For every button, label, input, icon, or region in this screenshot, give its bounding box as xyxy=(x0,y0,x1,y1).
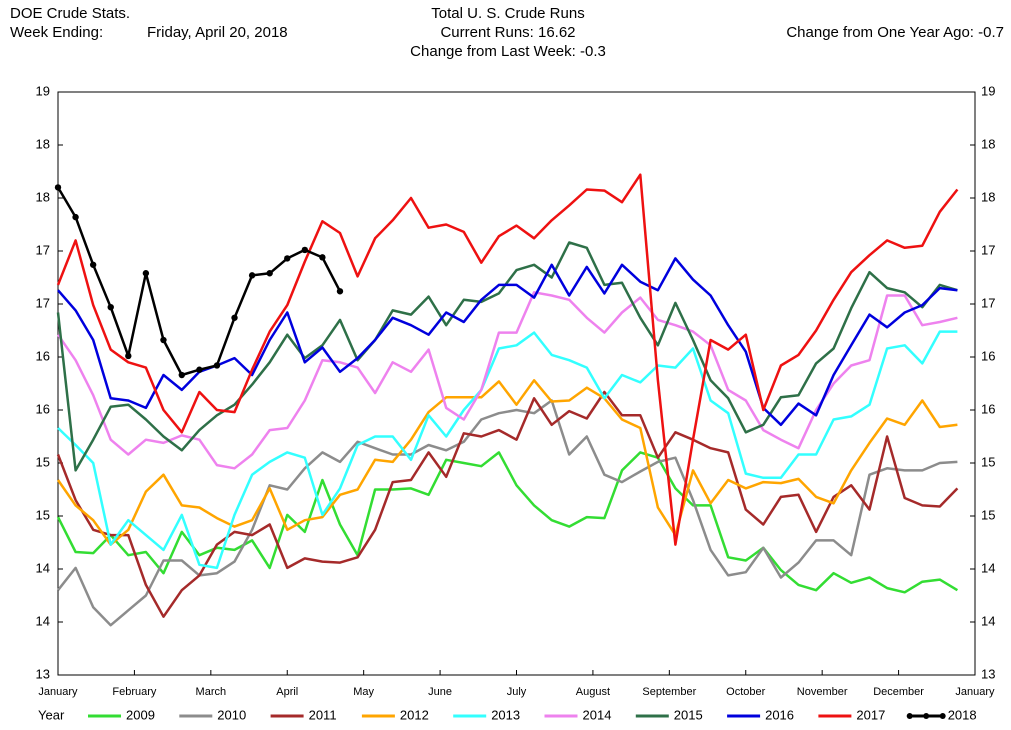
series-marker xyxy=(89,261,97,268)
legend-label: 2017 xyxy=(856,707,885,722)
y2-tick-label: 17 xyxy=(981,242,995,257)
legend-marker xyxy=(906,713,913,719)
plot-frame xyxy=(57,91,976,676)
x-tick-label: June xyxy=(428,686,452,698)
y2-tick-label: 16 xyxy=(981,348,995,363)
x-tick-label: August xyxy=(576,686,610,698)
y-tick-label: 17 xyxy=(36,242,50,257)
source: DOE Crude Stats. xyxy=(10,5,130,22)
y2-tick-label: 15 xyxy=(981,454,995,469)
week-label: Week Ending: xyxy=(10,24,103,41)
series-marker xyxy=(248,272,256,279)
legend-label: 2014 xyxy=(583,707,612,722)
series-marker xyxy=(284,255,291,262)
series-marker xyxy=(178,371,185,379)
current-runs: Current Runs: 16.62 xyxy=(440,24,575,41)
series-marker xyxy=(72,213,79,221)
yearly-change: Change from One Year Ago: -0.7 xyxy=(786,24,1004,41)
legend-title: Year xyxy=(38,707,65,722)
x-tick-label: May xyxy=(353,686,374,698)
legend-marker xyxy=(939,713,946,719)
legend-label: 2010 xyxy=(217,707,246,722)
legend-label: 2018 xyxy=(948,707,977,722)
x-tick-label: February xyxy=(112,686,157,698)
legend-label: 2015 xyxy=(674,707,703,722)
y-tick-label: 18 xyxy=(36,136,50,151)
y-tick-label: 14 xyxy=(36,560,50,575)
y-tick-label: 14 xyxy=(36,613,50,628)
x-tick-label: September xyxy=(642,686,696,698)
legend-label: 2011 xyxy=(309,707,337,722)
week-ending: Friday, April 20, 2018 xyxy=(147,24,288,41)
series-marker xyxy=(125,352,132,360)
series-line xyxy=(56,241,958,472)
y2-tick-label: 17 xyxy=(981,295,995,310)
series-marker xyxy=(336,288,344,295)
x-tick-label: July xyxy=(507,686,527,698)
series-marker xyxy=(319,254,326,261)
y2-tick-label: 14 xyxy=(981,560,995,575)
series-marker xyxy=(213,362,221,369)
y-tick-label: 13 xyxy=(36,666,50,681)
y2-tick-label: 19 xyxy=(981,83,995,98)
x-tick-label: December xyxy=(873,686,924,698)
x-tick-label: January xyxy=(38,686,78,698)
y-tick-label: 15 xyxy=(36,454,50,469)
series-marker xyxy=(160,336,167,344)
series-marker xyxy=(196,366,203,373)
weekly-change: Change from Last Week: -0.3 xyxy=(410,43,606,60)
series-line xyxy=(57,330,958,570)
legend-label: 2009 xyxy=(126,707,155,722)
series-marker xyxy=(266,270,273,277)
y-tick-label: 18 xyxy=(36,189,50,204)
y2-tick-label: 18 xyxy=(981,189,995,204)
y2-tick-label: 18 xyxy=(981,136,995,151)
series-line xyxy=(56,451,959,594)
legend-label: 2013 xyxy=(491,707,520,722)
y-tick-label: 19 xyxy=(36,83,50,98)
x-tick-label: March xyxy=(196,686,227,698)
y2-tick-label: 14 xyxy=(981,613,995,628)
x-tick-label: November xyxy=(797,686,848,698)
y-tick-label: 17 xyxy=(36,295,50,310)
series-line xyxy=(56,379,958,546)
y-tick-label: 16 xyxy=(36,348,50,363)
x-tick-label: October xyxy=(726,686,765,698)
legend-marker xyxy=(923,713,930,719)
series-line xyxy=(56,390,959,618)
series-marker xyxy=(54,184,62,191)
series-line xyxy=(56,291,958,470)
y2-tick-label: 15 xyxy=(981,507,995,522)
legend-label: 2016 xyxy=(765,707,794,722)
y2-tick-label: 16 xyxy=(981,401,995,416)
y-tick-label: 16 xyxy=(36,401,50,416)
x-tick-label: April xyxy=(276,686,298,698)
x-tick-label: January xyxy=(955,686,995,698)
legend-label: 2012 xyxy=(400,707,429,722)
series-line xyxy=(56,173,959,546)
series-marker xyxy=(301,246,309,254)
series-marker xyxy=(142,270,150,277)
y-tick-label: 15 xyxy=(36,507,50,522)
series-marker xyxy=(231,314,238,321)
series-line xyxy=(57,399,958,627)
y2-tick-label: 13 xyxy=(981,666,995,681)
chart-title: Total U. S. Crude Runs xyxy=(431,5,584,22)
series-marker xyxy=(107,303,114,311)
